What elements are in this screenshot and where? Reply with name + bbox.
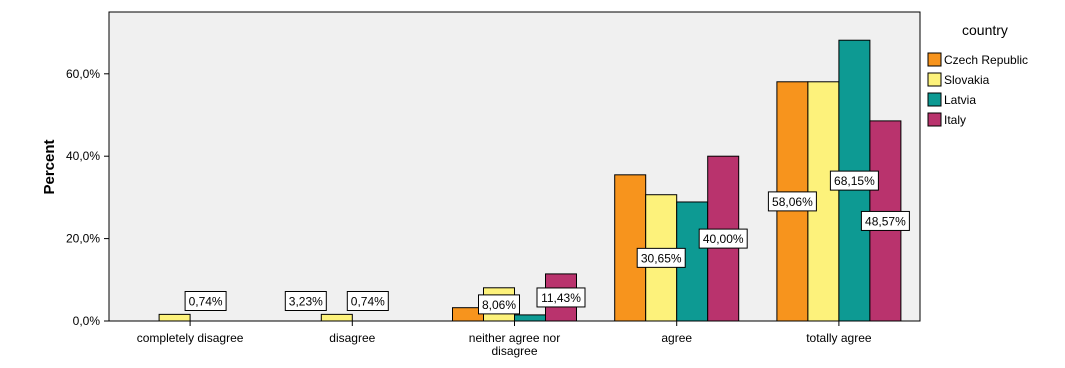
y-tick-label: 60,0% (66, 67, 100, 81)
legend-label: Latvia (944, 93, 976, 107)
data-label: 0,74% (189, 295, 223, 309)
data-label-box (698, 228, 748, 249)
data-label: 8,06% (482, 298, 516, 312)
data-label: 0,74% (351, 295, 385, 309)
data-label: 30,65% (641, 251, 682, 265)
x-tick-label: totally agree (806, 331, 872, 345)
legend: country Czech Republic Slovakia Latvia Italy (927, 22, 1028, 127)
data-label: 58,06% (772, 195, 813, 209)
data-labels-group: 0,74% 3,23% 0,74% 8,06% 11,43% 30,65% 40,00% 58… (184, 170, 910, 315)
data-label-box (767, 191, 817, 212)
x-tick-label: completely disagree (137, 331, 244, 345)
data-label: 40,00% (703, 232, 744, 246)
bar-slovakia (320, 313, 353, 322)
y-axis: 0,0% 20,0% 40,0% 60,0% (66, 67, 109, 328)
legend-label: Italy (944, 113, 966, 127)
data-label-box (284, 291, 327, 311)
y-axis-title: Percent (41, 139, 58, 194)
data-label: 11,43% (541, 291, 581, 305)
y-tick-label: 20,0% (66, 232, 100, 246)
data-label-box (346, 291, 389, 311)
x-axis: completely disagree disagree neither agree… (137, 321, 872, 358)
data-label-box (536, 287, 586, 308)
data-label-box (636, 247, 686, 268)
data-label-box (184, 291, 227, 311)
data-label: 48,57% (865, 214, 906, 228)
y-tick-label: 40,0% (66, 149, 100, 163)
x-tick-label: disagree (329, 331, 375, 345)
bar-latvia (514, 314, 546, 322)
legend-swatch (927, 112, 942, 127)
legend-label: Czech Republic (944, 53, 1028, 67)
y-tick-label: 0,0% (73, 314, 101, 328)
legend-swatch (927, 72, 942, 87)
legend-swatch (927, 92, 942, 107)
legend-swatch (927, 52, 942, 67)
data-label-box (829, 170, 879, 191)
data-label: 68,15% (834, 174, 875, 188)
data-label-box (860, 210, 910, 231)
x-tick-label: neither agree nor disagree (469, 331, 560, 358)
data-label-box (478, 294, 520, 315)
data-label: 3,23% (289, 295, 323, 309)
bar-slovakia (158, 313, 191, 322)
legend-label: Slovakia (944, 73, 990, 87)
legend-title: country (962, 22, 1008, 38)
x-tick-label: agree (661, 331, 692, 345)
